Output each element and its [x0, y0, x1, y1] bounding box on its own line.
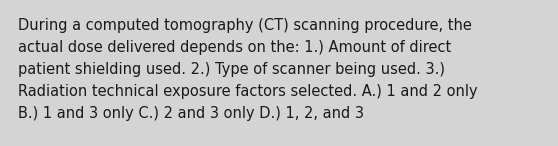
Text: Radiation technical exposure factors selected. A.) 1 and 2 only: Radiation technical exposure factors sel…: [18, 84, 478, 99]
Text: patient shielding used. 2.) Type of scanner being used. 3.): patient shielding used. 2.) Type of scan…: [18, 62, 445, 77]
Text: B.) 1 and 3 only C.) 2 and 3 only D.) 1, 2, and 3: B.) 1 and 3 only C.) 2 and 3 only D.) 1,…: [18, 106, 364, 121]
Text: actual dose delivered depends on the: 1.) Amount of direct: actual dose delivered depends on the: 1.…: [18, 40, 451, 55]
Text: During a computed tomography (CT) scanning procedure, the: During a computed tomography (CT) scanni…: [18, 18, 472, 33]
